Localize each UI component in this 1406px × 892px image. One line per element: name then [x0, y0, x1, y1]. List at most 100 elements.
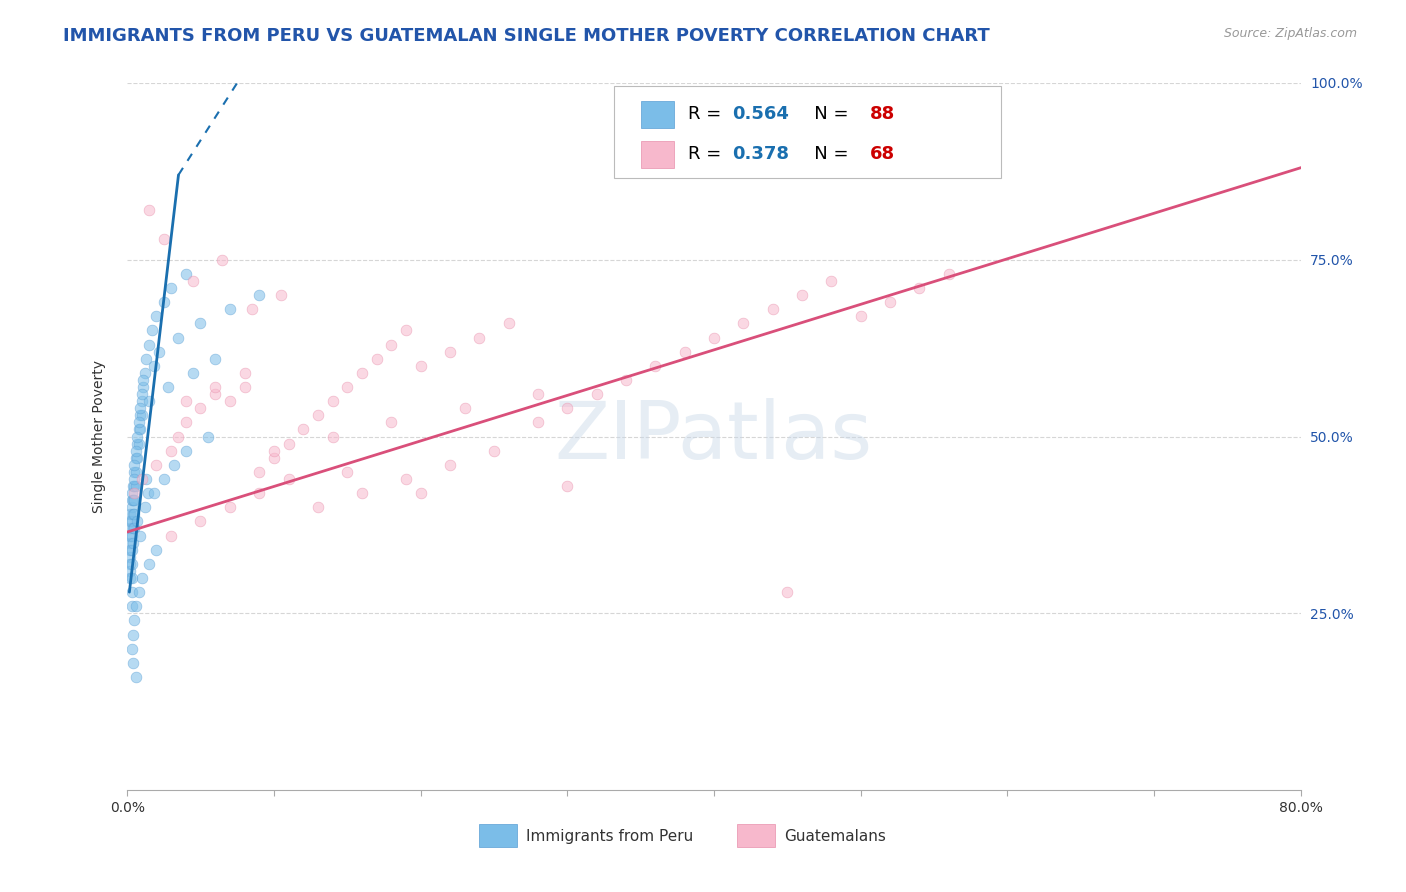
FancyBboxPatch shape	[479, 824, 517, 847]
Point	[125, 465, 148, 479]
Point	[908, 281, 931, 295]
Point	[292, 422, 315, 436]
Point	[131, 409, 153, 423]
FancyBboxPatch shape	[737, 824, 775, 847]
Point	[703, 330, 725, 344]
Point	[120, 542, 142, 557]
Point	[120, 528, 142, 542]
Point	[120, 571, 142, 585]
Point	[153, 231, 176, 245]
Point	[145, 458, 167, 472]
Point	[122, 535, 145, 549]
Point	[122, 656, 145, 670]
Point	[395, 472, 418, 486]
Point	[135, 472, 157, 486]
Point	[124, 493, 146, 508]
Point	[247, 486, 270, 500]
Point	[132, 373, 155, 387]
Point	[167, 330, 190, 344]
Point	[124, 458, 146, 472]
Point	[160, 281, 183, 295]
Point	[263, 450, 285, 465]
Point	[148, 344, 170, 359]
Point	[128, 436, 150, 450]
Point	[498, 317, 520, 331]
Text: 0.564: 0.564	[733, 105, 790, 123]
Point	[138, 337, 160, 351]
Point	[142, 486, 165, 500]
Text: Guatemalans: Guatemalans	[785, 829, 886, 844]
Point	[733, 317, 755, 331]
Point	[614, 373, 637, 387]
Point	[644, 359, 666, 373]
Point	[247, 288, 270, 302]
Point	[938, 267, 960, 281]
Point	[121, 528, 143, 542]
Point	[124, 465, 146, 479]
Point	[121, 493, 143, 508]
Point	[190, 401, 212, 416]
Point	[127, 436, 149, 450]
Point	[174, 394, 197, 409]
Point	[145, 310, 167, 324]
Point	[125, 443, 148, 458]
Point	[240, 302, 263, 317]
Point	[247, 465, 270, 479]
Point	[160, 443, 183, 458]
Point	[122, 493, 145, 508]
Point	[160, 528, 183, 542]
Point	[218, 500, 240, 515]
Point	[776, 585, 799, 599]
Point	[120, 521, 142, 535]
Point	[468, 330, 491, 344]
Text: Source: ZipAtlas.com: Source: ZipAtlas.com	[1223, 27, 1357, 40]
Point	[163, 458, 186, 472]
Point	[124, 479, 146, 493]
Point	[122, 521, 145, 535]
Point	[527, 387, 550, 401]
Point	[129, 401, 152, 416]
Point	[129, 409, 152, 423]
Point	[277, 436, 299, 450]
Point	[129, 528, 152, 542]
Point	[121, 585, 143, 599]
Point	[142, 359, 165, 373]
Point	[127, 429, 149, 443]
Y-axis label: Single Mother Poverty: Single Mother Poverty	[93, 360, 107, 513]
FancyBboxPatch shape	[614, 87, 1001, 178]
Point	[790, 288, 813, 302]
Point	[204, 387, 226, 401]
Point	[131, 394, 153, 409]
Text: R =: R =	[688, 145, 727, 163]
Point	[128, 422, 150, 436]
Text: 68: 68	[870, 145, 896, 163]
Point	[131, 387, 153, 401]
Point	[380, 337, 402, 351]
Point	[233, 366, 256, 380]
Point	[555, 401, 578, 416]
Point	[120, 535, 142, 549]
Point	[120, 515, 142, 529]
Point	[136, 486, 159, 500]
Point	[134, 366, 156, 380]
Text: Immigrants from Peru: Immigrants from Peru	[526, 829, 693, 844]
Point	[321, 394, 343, 409]
Point	[127, 450, 149, 465]
Point	[153, 472, 176, 486]
Text: IMMIGRANTS FROM PERU VS GUATEMALAN SINGLE MOTHER POVERTY CORRELATION CHART: IMMIGRANTS FROM PERU VS GUATEMALAN SINGL…	[63, 27, 990, 45]
Point	[761, 302, 783, 317]
Point	[122, 627, 145, 641]
Point	[233, 380, 256, 394]
Text: N =: N =	[797, 105, 855, 123]
Point	[439, 344, 461, 359]
Point	[125, 599, 148, 614]
Point	[135, 351, 157, 366]
Point	[673, 344, 696, 359]
Point	[129, 422, 152, 436]
Point	[134, 500, 156, 515]
Point	[120, 549, 142, 564]
Point	[121, 486, 143, 500]
Text: ZIPatlas: ZIPatlas	[555, 398, 873, 475]
Point	[122, 479, 145, 493]
Point	[124, 614, 146, 628]
